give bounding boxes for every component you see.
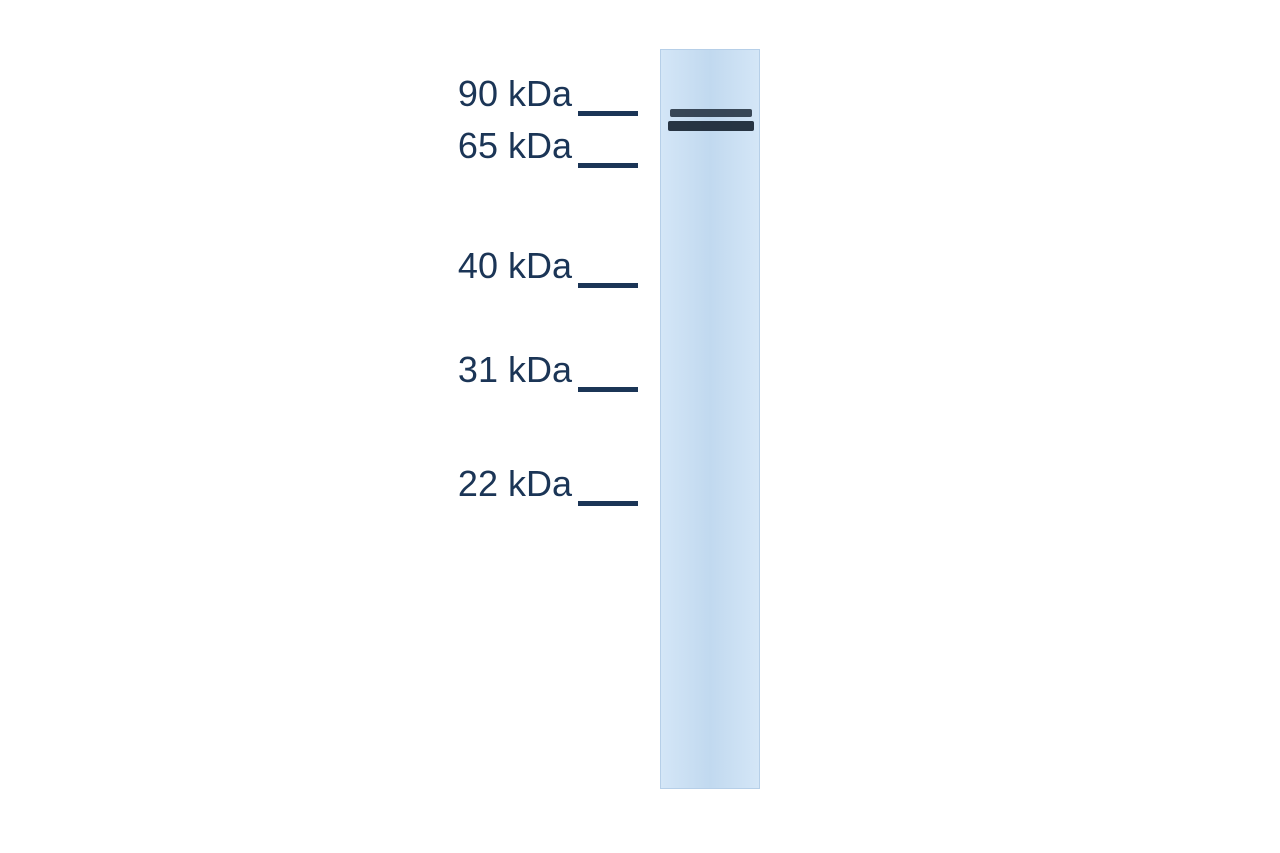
ladder-tick-0-b [608,111,638,116]
ladder-tick-1-a [578,163,608,168]
western-blot-figure: 90 kDa 65 kDa 40 kDa 31 kDa 22 kDa [0,0,1280,853]
ladder-label-1: 65 kDa [458,125,572,167]
ladder-tick-4-b [608,501,638,506]
ladder-tick-1-b [608,163,638,168]
blot-lane [660,49,760,789]
ladder-tick-0-a [578,111,608,116]
ladder-label-3: 31 kDa [458,349,572,391]
ladder-tick-2-a [578,283,608,288]
ladder-tick-3-b [608,387,638,392]
ladder-tick-4-a [578,501,608,506]
blot-band-1 [668,121,754,131]
ladder-tick-2-b [608,283,638,288]
ladder-label-4: 22 kDa [458,463,572,505]
blot-band-0 [670,109,752,117]
ladder-label-0: 90 kDa [458,73,572,115]
ladder-label-2: 40 kDa [458,245,572,287]
ladder-tick-3-a [578,387,608,392]
